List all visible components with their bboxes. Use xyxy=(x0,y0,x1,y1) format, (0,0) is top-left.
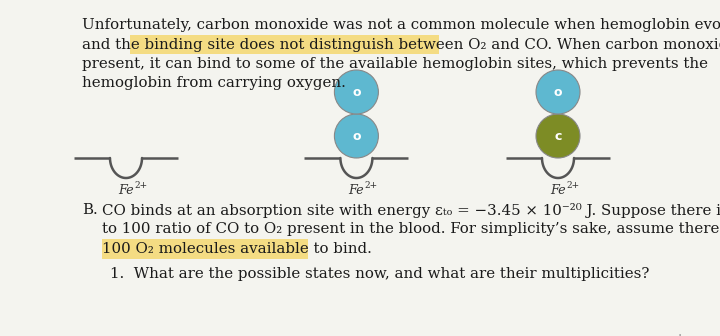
Text: Fe: Fe xyxy=(118,184,134,197)
Text: B.: B. xyxy=(82,203,98,217)
Text: 1.  What are the possible states now, and what are their multiplicities?: 1. What are the possible states now, and… xyxy=(110,267,649,281)
Text: CO binds at an absorption site with energy εₜₒ = −3.45 × 10⁻²⁰ J. Suppose there : CO binds at an absorption site with ener… xyxy=(102,203,720,218)
Circle shape xyxy=(334,70,379,114)
Text: Fe: Fe xyxy=(348,184,364,197)
Circle shape xyxy=(536,114,580,158)
Text: Unfortunately, carbon monoxide was not a common molecule when hemoglobin evolved: Unfortunately, carbon monoxide was not a… xyxy=(82,18,720,32)
Text: hemoglobin from carrying oxygen.: hemoglobin from carrying oxygen. xyxy=(82,77,346,90)
Text: 2+: 2+ xyxy=(134,181,147,190)
Circle shape xyxy=(536,70,580,114)
Text: 100 O₂ molecules available to bind.: 100 O₂ molecules available to bind. xyxy=(102,242,372,256)
Bar xyxy=(130,35,439,54)
Text: o: o xyxy=(352,85,361,98)
Circle shape xyxy=(334,114,379,158)
Text: and the binding site does not distinguish between O₂ and CO. When carbon monoxid: and the binding site does not distinguis… xyxy=(82,38,720,51)
Bar xyxy=(102,239,307,258)
Text: o: o xyxy=(352,129,361,142)
Text: .: . xyxy=(678,325,683,336)
Text: c: c xyxy=(554,129,562,142)
Text: 2+: 2+ xyxy=(566,181,579,190)
Text: o: o xyxy=(554,85,562,98)
Text: present, it can bind to some of the available hemoglobin sites, which prevents t: present, it can bind to some of the avai… xyxy=(82,57,708,71)
Text: 2+: 2+ xyxy=(364,181,377,190)
Text: to 100 ratio of CO to O₂ present in the blood. For simplicity’s sake, assume the: to 100 ratio of CO to O₂ present in the … xyxy=(102,222,720,237)
Text: Fe: Fe xyxy=(550,184,566,197)
